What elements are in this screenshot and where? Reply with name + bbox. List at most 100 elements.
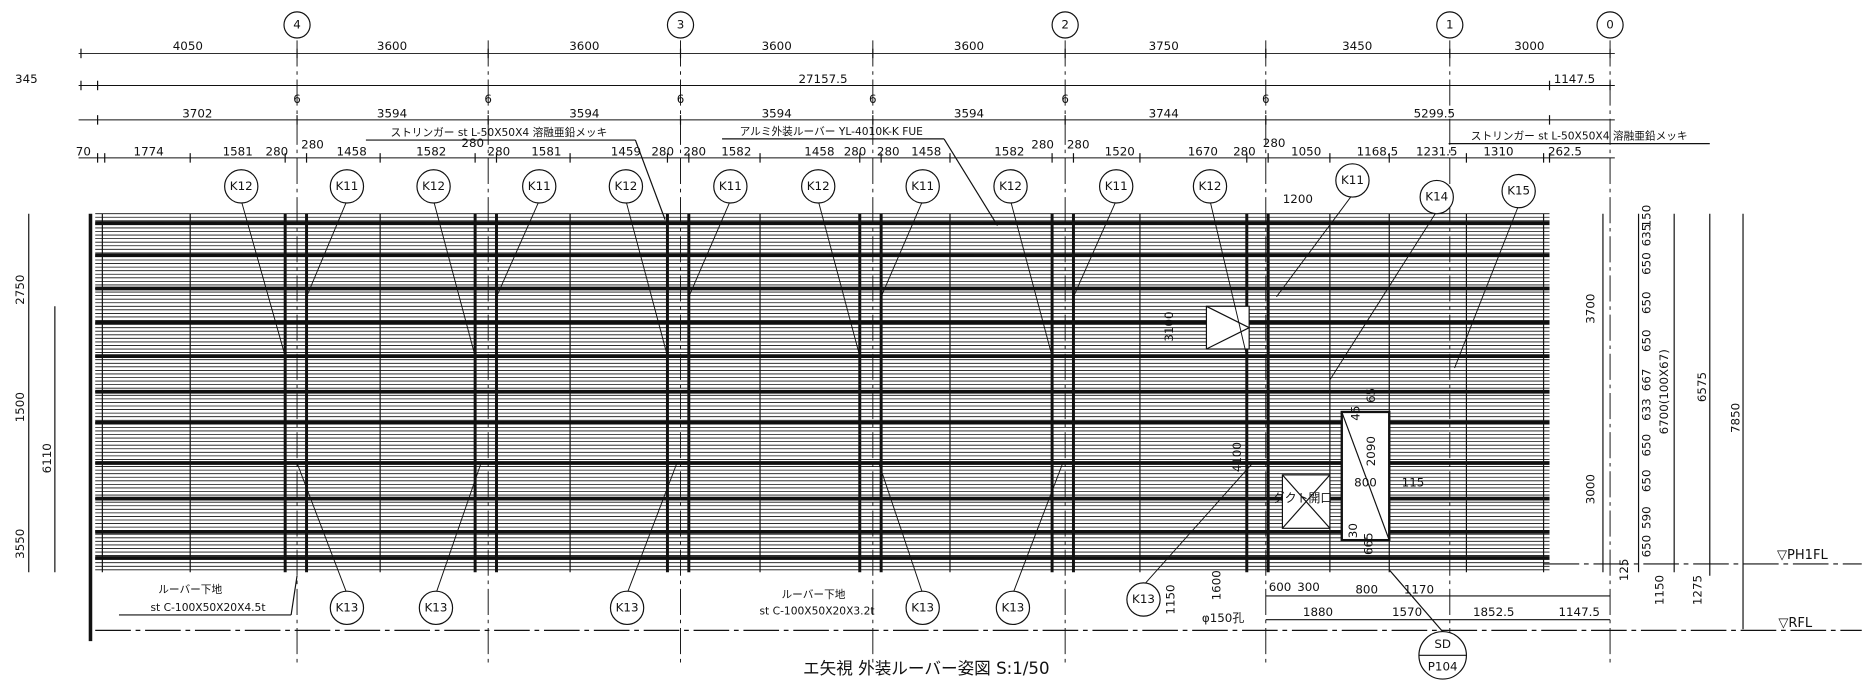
vertical-dim: 650 <box>1639 434 1653 457</box>
dimension: 280 <box>683 144 706 158</box>
vertical-dim: 2750 <box>13 275 27 305</box>
dimension: 4050 <box>173 39 203 53</box>
tag-bubble <box>1335 163 1370 198</box>
tag-bubble <box>995 590 1031 626</box>
vertical-dim: 3550 <box>13 529 27 559</box>
vertical-dim: 650 <box>1639 469 1653 492</box>
vertical-dim: 3700 <box>1584 294 1598 324</box>
tag-label: K11 <box>528 179 551 193</box>
dimension: 600 <box>1269 580 1292 594</box>
dimension: 1458 <box>911 144 941 158</box>
tag-bubble <box>713 169 748 204</box>
vertical-dim: 125 <box>1617 559 1631 582</box>
opening-dim: 2090 <box>1364 436 1378 466</box>
dimension: 3594 <box>377 106 407 120</box>
vertical-dim: 667 <box>1639 369 1653 392</box>
stringer-mark: 6 <box>677 92 685 106</box>
tag-bubble <box>1192 169 1228 204</box>
tag-bubble <box>801 169 836 204</box>
leader <box>1010 200 1053 357</box>
dimension: 1459 <box>611 144 641 158</box>
base-note: ルーバー下地 <box>158 583 222 596</box>
opening-dim: 665 <box>1362 532 1376 555</box>
tag-bubble <box>224 169 259 204</box>
leader <box>1073 200 1117 297</box>
dimension: 1050 <box>1291 144 1321 158</box>
stringer-mark: 6 <box>1061 92 1069 106</box>
tag-label: K13 <box>1001 600 1024 614</box>
stringer-mark: 6 <box>1262 92 1270 106</box>
level-label: ▽RFL <box>1778 616 1813 631</box>
vertical-dim: 3000 <box>1584 474 1598 504</box>
note: ストリンガー st L-50X50X4 溶融亜鉛メッキ <box>1471 130 1688 143</box>
tag-label: K12 <box>807 179 830 193</box>
leader <box>433 200 476 357</box>
opening-dim: 65 <box>1364 388 1378 403</box>
grid-axis-label: 1 <box>1446 17 1454 31</box>
dimension: 3600 <box>569 39 599 53</box>
leader <box>1388 569 1444 632</box>
dimension: 3744 <box>1149 106 1179 120</box>
leader <box>1012 462 1064 594</box>
dimension: 280 <box>844 144 867 158</box>
tag-bubble <box>905 590 940 626</box>
dimension: 280 <box>651 144 674 158</box>
grid-bubble <box>283 11 311 39</box>
dimension: 280 <box>488 144 511 158</box>
dimension: 280 <box>301 137 324 151</box>
dimension: 1880 <box>1303 605 1333 619</box>
vertical-dim: 650 <box>1639 291 1653 314</box>
leader <box>1454 205 1520 369</box>
dimension: 1582 <box>416 144 446 158</box>
base-note: st C-100X50X20X4.5t <box>150 601 265 614</box>
vertical-dim: 1275 <box>1690 575 1704 605</box>
grid-axis-label: 2 <box>1061 17 1069 31</box>
tag-label: K13 <box>616 600 639 614</box>
tag-bubble <box>418 590 454 626</box>
dimension: 1170 <box>1404 583 1434 597</box>
leader <box>240 200 286 357</box>
leader <box>290 575 298 616</box>
leader <box>817 200 861 357</box>
dimension: 300 <box>1297 580 1320 594</box>
dimension: 1458 <box>804 144 834 158</box>
dimension: 3000 <box>1514 39 1544 53</box>
opening-dim: 3100 <box>1162 311 1176 341</box>
tag-bubble <box>608 169 644 204</box>
duct-cross <box>1281 474 1331 529</box>
stringer-mark: 6 <box>293 92 301 106</box>
dimension: 280 <box>461 136 484 150</box>
tag-label: K13 <box>911 600 934 614</box>
opening-cross <box>1341 411 1390 541</box>
grid-bubble <box>1596 11 1624 39</box>
dimension: 280 <box>1263 136 1286 150</box>
dimension: 1231.5 <box>1416 144 1458 158</box>
tag-bubble <box>1501 173 1536 209</box>
tag-label: K11 <box>335 179 358 193</box>
dimension: 3702 <box>182 106 212 120</box>
vertical-dim: 6575 <box>1695 372 1709 402</box>
note: アルミ外装ルーバー YL-4010K-K FUE <box>740 125 924 138</box>
vertical-dim: 1150 <box>1652 575 1666 605</box>
grid-axis-label: 0 <box>1606 17 1614 31</box>
vent-cross <box>1206 327 1250 350</box>
vent-cross <box>1206 305 1250 329</box>
dimension: 3594 <box>762 106 792 120</box>
dimension: 3750 <box>1149 39 1179 53</box>
dimension: 1147.5 <box>1558 605 1600 619</box>
leader <box>1143 462 1254 586</box>
base-note: st C-100X50X20X3.2t <box>759 604 874 617</box>
grid-bubble <box>666 11 695 39</box>
opening-dim: 30 <box>1346 523 1360 538</box>
drawing-title: エ矢視 外装ルーバー姿図 S:1/50 <box>803 659 1050 678</box>
tag-label: K13 <box>425 600 448 614</box>
level-label: ▽PH1FL <box>1777 548 1829 563</box>
tag-bubble <box>1098 169 1134 204</box>
tag-label: K11 <box>1105 179 1128 193</box>
opening-dim: ダクト開口 <box>1273 491 1332 505</box>
dimension: 1670 <box>1188 144 1218 158</box>
dimension: 1200 <box>1283 192 1313 206</box>
vertical-dim: 7850 <box>1728 403 1742 433</box>
vertical-dim: 6110 <box>40 443 54 473</box>
